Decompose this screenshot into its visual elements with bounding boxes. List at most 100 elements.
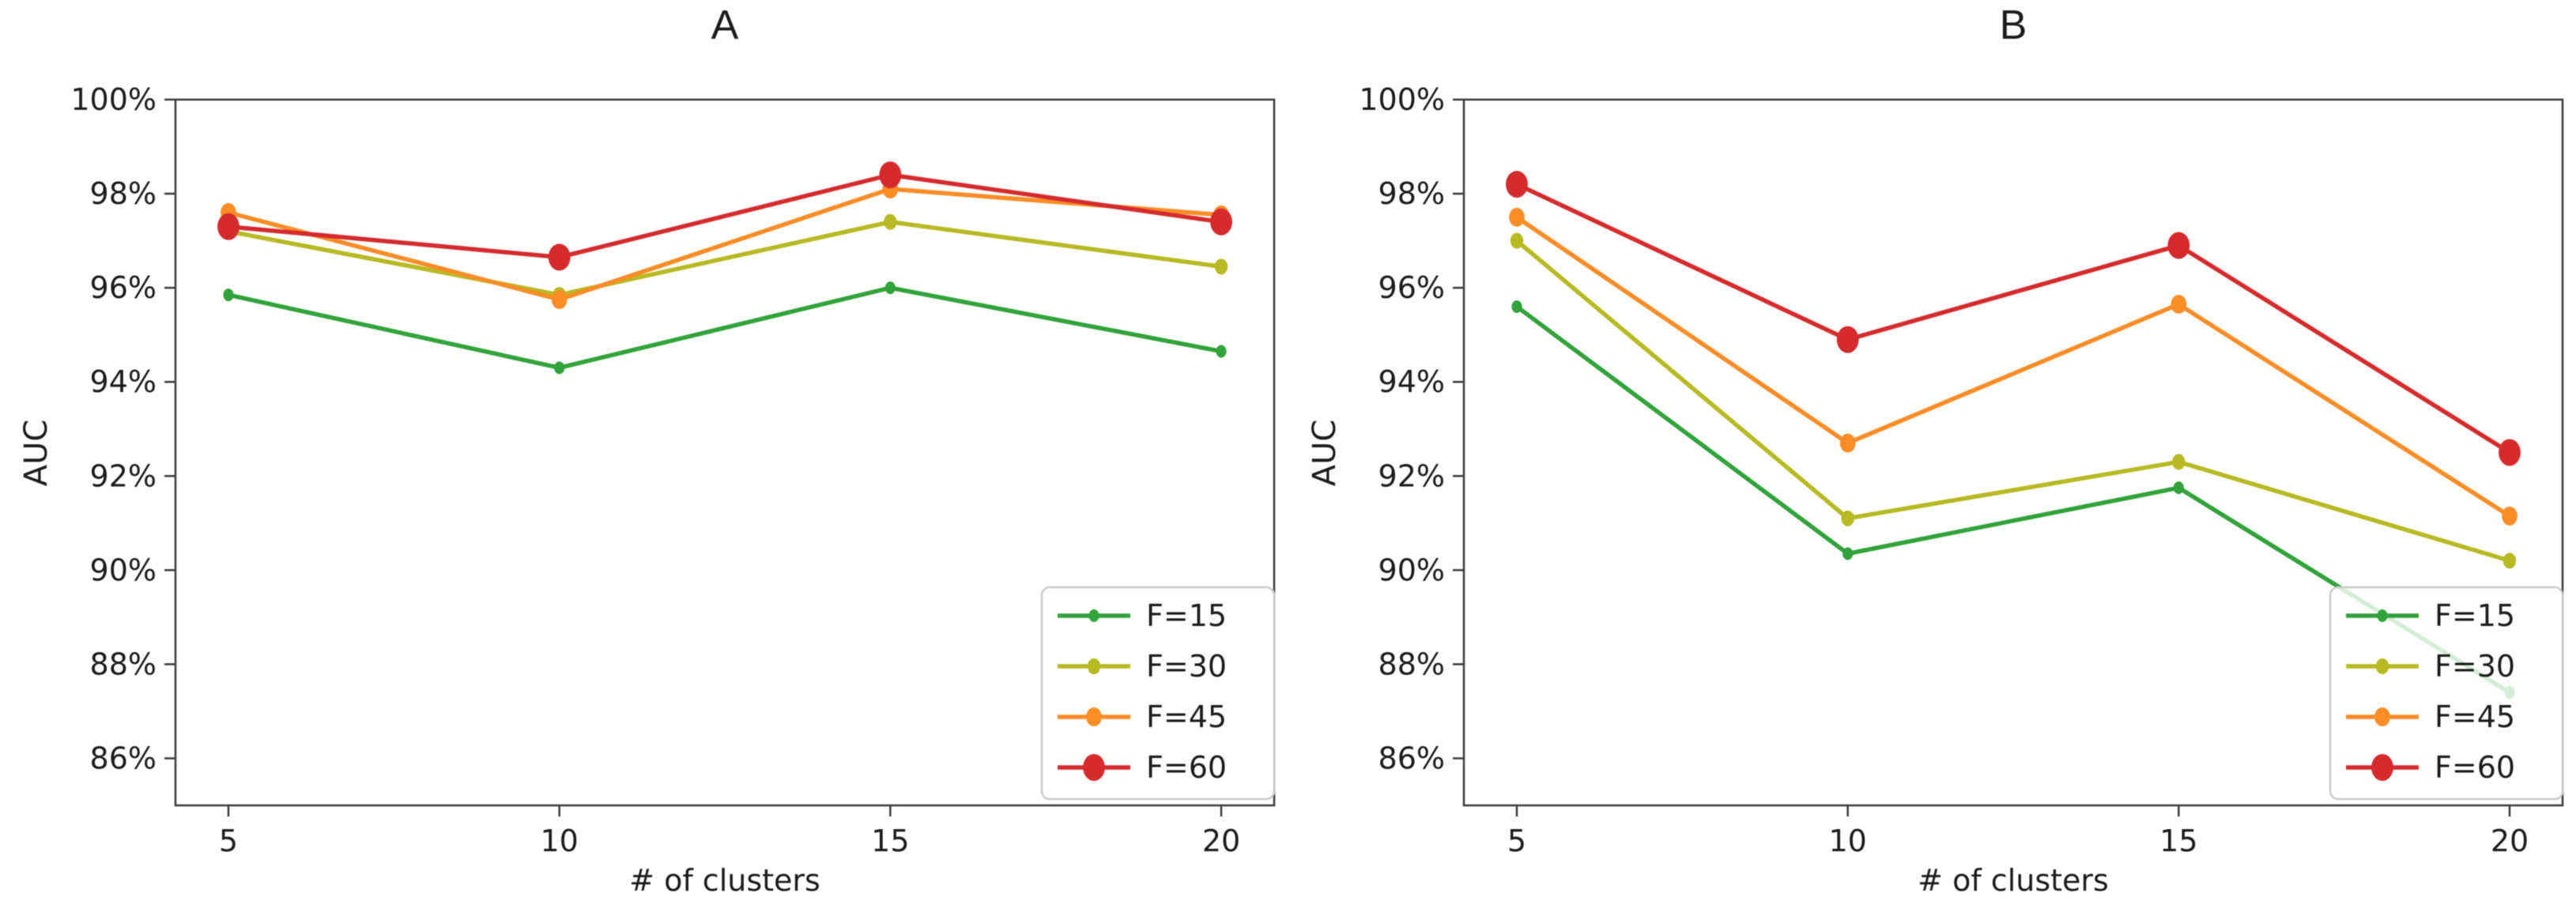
marker-F=15-x10 [1842,547,1854,560]
marker-F=60-x10 [548,243,571,271]
y-tick-label: 96% [1379,270,1445,305]
legend-entry-F=15: F=15 [2346,598,2515,633]
legend-label: F=30 [1146,649,1227,684]
legend-label: F=60 [2435,750,2515,785]
series-line-F=45 [1515,215,2511,518]
legend-box [2329,586,2564,801]
x-tick-label: 20 [1202,824,1240,858]
x-tick-label: 20 [2491,824,2529,858]
legend-entry-F=30: F=30 [2346,649,2515,684]
x-tick-label: 10 [540,824,578,858]
marker-F=30-x10 [1841,510,1854,526]
legend-label: F=60 [1146,750,1227,785]
y-tick-label: 88% [90,647,157,681]
marker-F=60-x10 [1836,326,1859,353]
y-tick-label: 88% [1379,647,1445,681]
y-tick-label: 96% [90,270,157,305]
legend-entry-F=30: F=30 [1058,649,1227,684]
marker-F=60-x20 [1210,208,1232,236]
y-tick-label: 94% [90,364,157,399]
chart-a-title: A [711,2,739,48]
marker-F=45-x20 [2502,506,2518,526]
marker-F=45-x10 [551,290,568,310]
legend-entry-F=45: F=45 [1058,699,1227,734]
legend-marker [2375,658,2389,674]
legend: F=15 F=30 F=45 F=60 [1040,586,1276,801]
legend-marker [1083,754,1105,781]
series-line-F=60 [1515,182,2511,454]
legend-marker [2371,754,2393,781]
plot-frame [174,98,1276,807]
legend: F=15 F=30 F=45 F=60 [2329,586,2564,801]
legend-entry-F=60: F=60 [1058,750,1227,785]
marker-F=30-x20 [2502,552,2517,569]
marker-F=60-x15 [879,161,902,189]
y-tick-label: 94% [1379,364,1445,399]
x-tick-label: 10 [1828,824,1866,858]
marker-F=30-x5 [1510,232,1524,249]
legend-label: F=15 [2435,598,2515,633]
y-tick-label: 98% [90,176,157,211]
series-F=30 [221,213,1228,304]
legend-entry-F=60: F=60 [2346,750,2515,785]
x-tick-label: 15 [2159,824,2197,858]
legend-label: F=45 [2435,699,2515,734]
series-F=45 [1509,207,2518,526]
legend-label: F=30 [2435,649,2515,684]
marker-F=15-x5 [223,288,234,302]
y-tick-label: 100% [70,82,157,117]
marker-F=30-x20 [1214,258,1228,275]
legend-marker [1086,707,1102,726]
plot-frame [1462,98,2564,807]
marker-F=15-x10 [554,361,565,375]
x-tick-label: 15 [871,824,909,858]
marker-F=15-x15 [884,281,896,295]
y-tick-label: 92% [1379,458,1445,493]
marker-F=45-x5 [1509,207,1525,227]
legend-marker [1087,658,1101,674]
marker-F=45-x10 [1839,433,1856,453]
legend-entry-F=15: F=15 [1058,598,1227,633]
chart-a-x-axis-label: # of clusters [629,863,820,898]
legend-marker [1088,609,1099,622]
legend-marker [2377,609,2388,622]
series-F=60 [217,161,1232,271]
panel-a: 86% 88% 90% 92% 94% 96% 98% 100% 5 10 15 20 F=15 F=30… [18,2,1276,898]
marker-F=30-x15 [2172,454,2186,470]
series-line-F=30 [1515,239,2510,564]
panel-b: 86% 88% 90% 92% 94% 96% 98% 100% 5 10 15 20 F=15 F=30… [1288,0,2576,920]
y-tick-label: 86% [90,741,157,775]
marker-F=15-x20 [1216,345,1227,358]
marker-F=15-x15 [2173,481,2184,495]
x-tick-label: 5 [219,824,238,858]
series-F=45 [221,179,1229,310]
y-tick-label: 100% [1359,82,1445,117]
series-line-F=30 [228,220,1222,297]
marker-F=60-x5 [1506,171,1528,198]
marker-F=45-x15 [2171,294,2187,314]
series-line-F=60 [228,172,1222,260]
legend-label: F=45 [1146,699,1227,734]
y-tick-label: 90% [1379,552,1445,587]
series-line-F=45 [228,187,1222,302]
y-tick-label: 86% [1379,741,1445,775]
chart-b-y-axis-label: AUC [1307,419,1343,487]
legend-label: F=15 [1146,598,1227,633]
chart-a-plot: 86% 88% 90% 92% 94% 96% 98% 100% 5 10 15 20 F=15 F=30… [70,82,1276,858]
marker-F=60-x15 [2167,232,2190,259]
chart-b-title: B [1999,2,2027,48]
legend-box [1040,586,1276,801]
series-F=60 [1506,171,2521,466]
marker-F=15-x5 [1511,300,1522,313]
series-line-F=15 [228,285,1222,371]
x-tick-label: 5 [1507,824,1526,858]
marker-F=60-x5 [217,213,239,240]
y-tick-label: 90% [90,552,157,587]
marker-F=30-x15 [884,213,897,230]
series-F=15 [223,281,1227,375]
legend-marker [2374,707,2390,726]
series-F=30 [1510,232,2517,569]
marker-F=60-x20 [2499,439,2521,466]
legend-entry-F=45: F=45 [2346,699,2515,734]
